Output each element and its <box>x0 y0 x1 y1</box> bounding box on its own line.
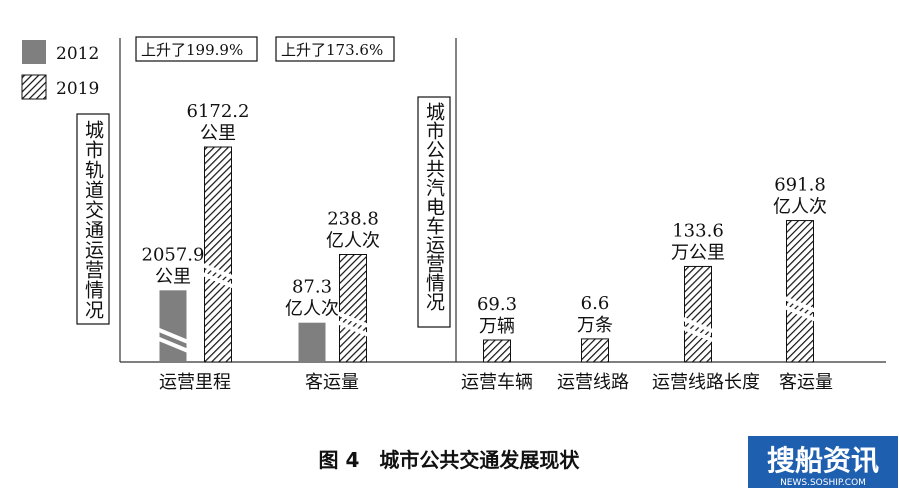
category-label-bus-2: 运营线路长度 <box>652 372 760 393</box>
panel-label-rail: 城市轨道交通运营情况 <box>82 120 104 320</box>
bar-1-2019-0 <box>483 339 511 363</box>
category-label-bus-1: 运营线路 <box>557 372 629 393</box>
bar-value-label: 公里 <box>200 123 236 144</box>
figure-caption: 图 4 城市公共交通发展现状 <box>319 448 581 472</box>
axis-break-mark <box>202 272 234 289</box>
increase-note-1: 上升了199.9% <box>141 41 243 59</box>
axis-break-mark <box>337 311 369 328</box>
axis-break-mark <box>784 296 816 313</box>
increase-note-2: 上升了173.6% <box>281 41 383 59</box>
bar-0-2019-1 <box>339 254 367 363</box>
category-label-rail-1: 客运量 <box>305 372 359 393</box>
bar-value-label: 亿人次 <box>773 197 827 218</box>
bar-value-label: 87.3 <box>292 277 332 298</box>
bar-value-label: 万公里 <box>671 242 725 263</box>
bar-value-label: 亿人次 <box>285 299 339 320</box>
bar-0-2012-1 <box>298 322 326 362</box>
panel-label-bus: 城市公共汽电车运营情况 <box>423 102 445 311</box>
category-label-bus-0: 运营车辆 <box>461 372 533 393</box>
watermark-logo: 搜船资讯 NEWS.SOSHIP.COM <box>748 436 898 488</box>
legend-swatch-2019 <box>21 74 47 100</box>
increase-note-box-1 <box>135 36 258 62</box>
bar-0-2019-0 <box>204 146 232 363</box>
bar-value-label: 万条 <box>577 315 613 336</box>
legend-label-2012: 2012 <box>56 44 99 64</box>
axis-break-mark <box>682 326 714 342</box>
bar-1-2019-3 <box>786 220 814 363</box>
increase-note-box-2 <box>275 36 395 62</box>
axis-break-mark <box>784 305 816 322</box>
axis-break-mark <box>202 263 234 280</box>
legend-swatch-2012 <box>22 40 46 64</box>
bar-marks: 2057.9公里6172.2公里87.3亿人次238.8亿人次69.3万辆6.6… <box>142 101 827 363</box>
category-label-rail-0: 运营里程 <box>159 372 231 393</box>
bar-1-2019-1 <box>581 338 609 363</box>
axis-break-mark <box>337 320 369 337</box>
bar-value-label: 69.3 <box>477 294 517 315</box>
watermark-url: NEWS.SOSHIP.COM <box>780 478 866 488</box>
bar-value-label: 6.6 <box>581 293 610 314</box>
axis-break-mark <box>157 327 189 344</box>
panel-label-box-rail <box>76 113 110 325</box>
watermark-logo-text: 搜船资讯 <box>767 444 879 477</box>
bar-value-label: 6172.2 <box>187 101 250 122</box>
bar-value-label: 691.8 <box>774 175 826 196</box>
legend-label-2019: 2019 <box>56 79 99 99</box>
category-label-bus-3: 客运量 <box>779 372 833 393</box>
axis-break-mark <box>682 317 714 333</box>
bar-value-label: 238.8 <box>327 209 379 230</box>
bar-value-label: 亿人次 <box>326 231 380 252</box>
bar-value-label: 公里 <box>155 266 191 287</box>
bar-value-label: 2057.9 <box>142 244 205 265</box>
bar-value-label: 万辆 <box>479 316 515 337</box>
bar-0-2012-0 <box>159 290 187 362</box>
bar-1-2019-2 <box>684 265 712 363</box>
bar-value-label: 133.6 <box>672 220 724 241</box>
axis-break-mark <box>157 336 189 353</box>
panel-label-box-bus <box>417 96 451 328</box>
